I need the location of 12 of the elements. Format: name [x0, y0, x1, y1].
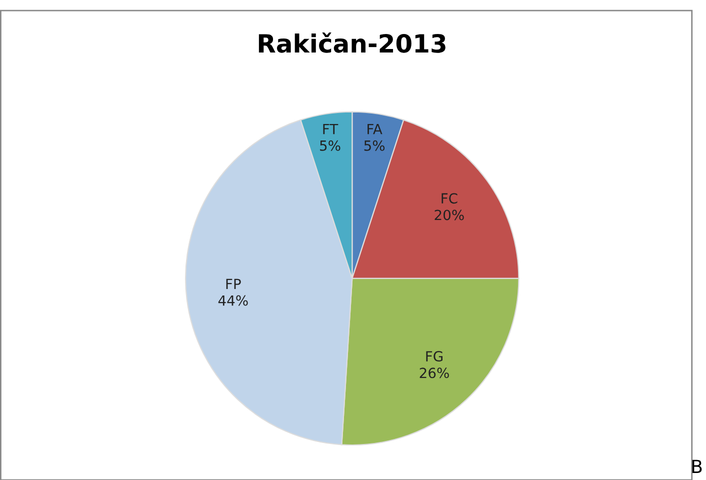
- slice-label: FC: [442, 193, 458, 204]
- slice-label: FT: [323, 124, 338, 134]
- text: B: [692, 460, 702, 473]
- data-label: 5%: [320, 140, 340, 151]
- data-label: 44%: [218, 295, 248, 306]
- slice-label: FA: [368, 124, 382, 134]
- slice-label: FG: [426, 351, 442, 362]
- data-label: 5%: [364, 140, 385, 151]
- data-label: 20%: [434, 210, 464, 220]
- data-label: 26%: [420, 368, 449, 378]
- slice-label: FP: [226, 278, 241, 289]
- chart-title: Rakičan-2013: [258, 32, 446, 53]
